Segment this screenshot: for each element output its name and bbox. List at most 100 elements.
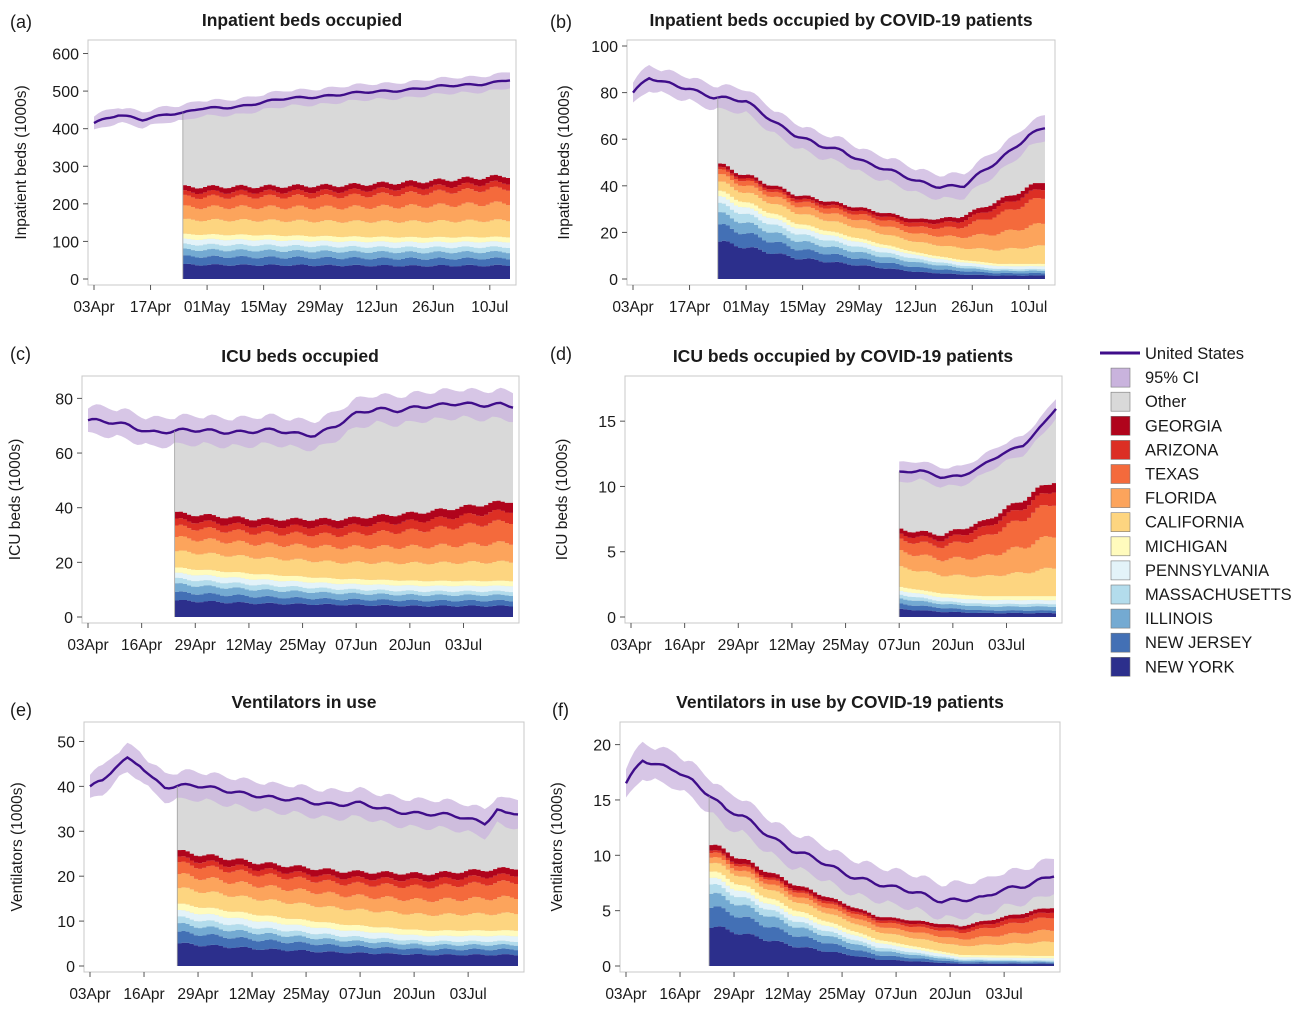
state-area-pennsylvania — [177, 909, 518, 943]
panel-e: 0 10 20 30 40 50 03Apr 16Apr 29Apr 12May 25May 07Ju… — [9, 692, 525, 1003]
y-axis-label: Inpatient beds (1000s) — [556, 85, 573, 239]
x-tick-label: 17Apr — [669, 299, 710, 316]
state-area-arizona — [174, 509, 513, 538]
x-tick-label: 15May — [779, 299, 826, 316]
y-tick-label: 60 — [55, 446, 73, 463]
legend-label: CALIFORNIA — [1145, 514, 1244, 532]
panel-c: 0 20 40 60 80 03Apr 16Apr 29Apr 12May 25May 07Jun 2… — [7, 344, 520, 654]
y-tick-label: 5 — [602, 904, 611, 921]
legend-label: ARIZONA — [1145, 441, 1218, 459]
y-tick-label: 50 — [57, 734, 75, 751]
legend-label: 95% CI — [1145, 369, 1199, 387]
state-area-texas — [174, 519, 513, 550]
state-area-california — [717, 181, 1045, 264]
us-line — [632, 76, 1046, 189]
legend-label: ILLINOIS — [1145, 610, 1213, 628]
x-tick-label: 29Apr — [175, 637, 216, 654]
state-area-pennsylvania — [182, 238, 510, 249]
state-area-illinois — [717, 212, 1045, 274]
y-tick-label: 40 — [57, 779, 75, 796]
x-tick-label: 26Jun — [951, 299, 993, 316]
y-tick-label: 20 — [55, 555, 73, 572]
state-area-new-jersey — [717, 223, 1045, 276]
plot-frame — [83, 721, 525, 973]
state-area-texas — [182, 186, 510, 210]
legend-swatch — [1110, 391, 1131, 412]
state-area-michigan — [899, 586, 1056, 601]
x-tick-label: 03Jul — [988, 637, 1025, 654]
state-area-illinois — [174, 583, 513, 602]
x-tick-label: 03Apr — [612, 299, 653, 316]
state-area-new-york — [177, 942, 518, 966]
y-tick-label: 80 — [55, 391, 73, 408]
x-tick-label: 20Jun — [932, 637, 974, 654]
y-axis-label: Ventilators (1000s) — [549, 782, 566, 911]
x-tick-label: 16Apr — [664, 637, 705, 654]
x-tick-label: 25May — [822, 637, 869, 654]
x-tick-label: 20Jun — [929, 986, 971, 1003]
state-area-texas — [717, 169, 1045, 238]
state-area-california — [174, 550, 513, 582]
x-tick-label: 03Jul — [445, 637, 482, 654]
legend-item-new-jersey: NEW JERSEY — [1110, 632, 1252, 653]
x-tick-label: 07Jun — [335, 637, 377, 654]
legend-label: United States — [1145, 345, 1244, 363]
y-tick-label: 5 — [607, 545, 616, 562]
chart-title: Inpatient beds occupied — [202, 10, 402, 30]
state-area-florida — [709, 857, 1054, 947]
x-tick-label: 20Jun — [393, 986, 435, 1003]
state-area-georgia — [177, 849, 518, 882]
state-area-new-jersey — [174, 591, 513, 607]
legend-label: GEORGIA — [1145, 417, 1222, 435]
legend-swatch — [1110, 488, 1131, 508]
legend-label: NEW JERSEY — [1145, 634, 1252, 652]
x-tick-label: 03Apr — [610, 637, 651, 654]
legend-item-other: Other — [1110, 391, 1187, 412]
x-tick-label: 16Apr — [123, 986, 164, 1003]
plot-frame — [624, 375, 1063, 624]
us-line — [624, 759, 1055, 904]
panel-d: 0 5 10 15 03Apr 16Apr 29Apr 12May 25May 07Jun 20Ju… — [550, 344, 1063, 654]
state-area-california — [899, 566, 1056, 597]
y-tick-label: 15 — [593, 793, 611, 810]
plot-frame — [619, 721, 1061, 973]
x-tick-label: 12May — [765, 986, 812, 1003]
y-tick-label: 20 — [600, 225, 618, 242]
x-tick-label: 26Jun — [412, 299, 454, 316]
y-tick-label: 100 — [52, 234, 79, 251]
x-tick-label: 10Jul — [471, 299, 508, 316]
x-tick-label: 16Apr — [659, 986, 700, 1003]
y-tick-label: 30 — [57, 824, 75, 841]
x-tick-label: 25May — [283, 986, 330, 1003]
legend-label: NEW YORK — [1145, 658, 1235, 676]
state-area-illinois — [899, 598, 1056, 611]
x-tick-label: 03Apr — [73, 299, 114, 316]
x-tick-label: 16Apr — [121, 637, 162, 654]
legend-swatch — [1110, 440, 1131, 460]
panel-label: (c) — [10, 344, 31, 364]
x-tick-label: 12Jun — [356, 299, 398, 316]
legend-item-illinois: ILLINOIS — [1110, 608, 1213, 629]
panel-a: 0 100 200 300 400 500 600 03Apr 17Apr 01May 15May 2… — [10, 10, 517, 316]
state-area-new-jersey — [709, 906, 1054, 964]
panel-label: (d) — [550, 344, 572, 364]
state-area-new-jersey — [899, 603, 1056, 614]
state-area-florida — [717, 174, 1045, 251]
legend-item-pennsylvania: PENNSYLVANIA — [1110, 560, 1269, 581]
y-tick-label: 0 — [70, 272, 79, 289]
y-axis-label: ICU beds (1000s) — [554, 439, 571, 560]
panel-label: (f) — [552, 700, 569, 720]
chart-title: Ventilators in use by COVID-19 patients — [676, 692, 1004, 712]
x-tick-label: 25May — [279, 637, 326, 654]
legend-swatch — [1110, 560, 1131, 581]
x-tick-label: 29May — [836, 299, 883, 316]
ci-band — [88, 387, 513, 452]
state-area-new-york — [709, 926, 1054, 966]
state-area-massachusetts — [182, 243, 510, 254]
state-area-new-york — [182, 263, 510, 279]
y-tick-label: 10 — [598, 479, 616, 496]
plot-frame — [87, 39, 517, 286]
legend-swatch — [1110, 464, 1131, 484]
